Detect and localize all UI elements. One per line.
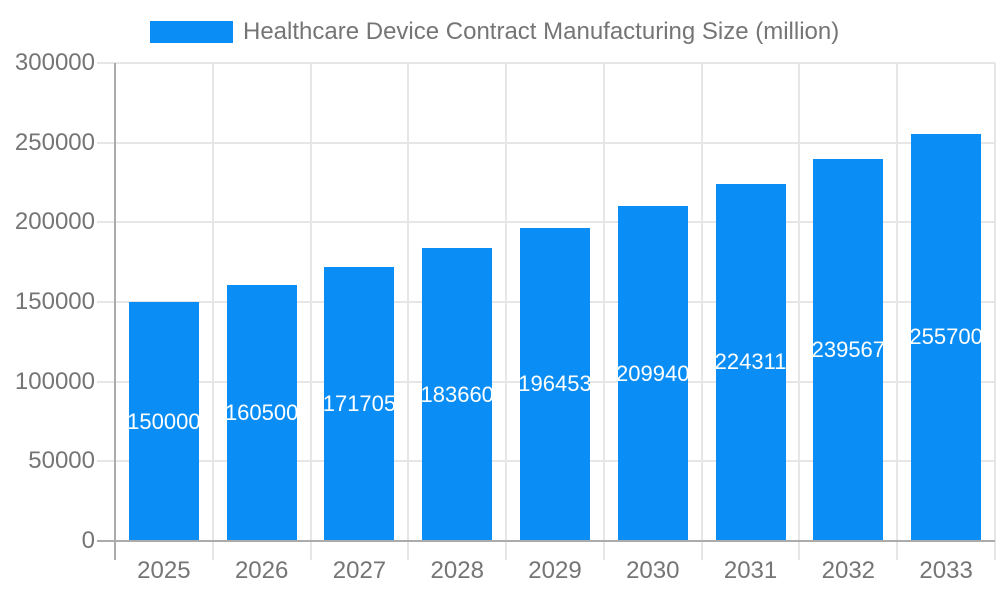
x-gridline — [994, 63, 996, 541]
y-tick-mark — [97, 380, 115, 383]
bar-value-label: 209940 — [617, 360, 688, 386]
x-gridline — [211, 63, 214, 541]
x-tick-mark — [700, 541, 703, 560]
bar-value-label: 183660 — [422, 381, 493, 407]
x-gridline — [896, 63, 899, 541]
bar-value-label: 160500 — [226, 400, 297, 426]
x-gridline — [798, 63, 801, 541]
x-gridline — [602, 63, 605, 541]
bar-2030: 209940 — [617, 206, 688, 541]
x-tick-mark — [798, 541, 801, 560]
x-tick-label: 2033 — [919, 557, 973, 584]
y-axis-line — [114, 63, 116, 560]
y-tick-mark — [97, 460, 115, 463]
x-tick-label: 2027 — [332, 557, 387, 584]
y-tick-mark — [97, 141, 115, 144]
y-tick-label: 150000 — [14, 288, 95, 315]
x-tick-label: 2029 — [528, 557, 582, 584]
bar-value-label: 196453 — [520, 371, 590, 397]
y-gridline — [115, 62, 995, 64]
x-tick-label: 2032 — [821, 557, 876, 584]
bar-value-label: 224311 — [715, 349, 786, 375]
chart-legend: Healthcare Device Contract Manufacturing… — [150, 18, 840, 45]
y-tick-label: 300000 — [14, 49, 95, 76]
y-tick-label: 0 — [81, 527, 95, 554]
x-tick-mark — [602, 541, 605, 560]
bar-2027: 171705 — [324, 267, 395, 541]
x-tick-mark — [211, 541, 214, 560]
y-tick-label: 100000 — [14, 367, 95, 395]
legend-label: Healthcare Device Contract Manufacturing… — [243, 18, 840, 45]
bar-value-label: 150000 — [128, 408, 199, 434]
bar-2031: 224311 — [715, 183, 786, 541]
y-gridline — [115, 221, 995, 224]
x-tick-mark — [309, 541, 312, 560]
bar-2029: 196453 — [520, 227, 590, 541]
x-tick-label: 2028 — [430, 557, 484, 584]
y-tick-label: 200000 — [14, 208, 95, 236]
x-gridline — [700, 63, 703, 541]
y-tick-label: 250000 — [14, 128, 95, 156]
bar-2026: 160500 — [226, 285, 297, 541]
x-tick-mark — [407, 541, 410, 560]
bar-value-label: 255700 — [911, 324, 982, 350]
bar-value-label: 171705 — [324, 391, 395, 417]
bar-value-label: 239567 — [813, 337, 884, 363]
x-axis-line — [97, 540, 995, 542]
x-tick-mark — [994, 541, 996, 560]
x-tick-label: 2031 — [723, 557, 778, 584]
bar-2025: 150000 — [128, 302, 199, 541]
y-tick-mark — [97, 301, 115, 303]
bar-2033: 255700 — [911, 133, 982, 541]
y-gridline — [115, 141, 995, 144]
y-tick-label: 50000 — [28, 447, 95, 475]
y-tick-mark — [97, 62, 115, 64]
legend-swatch — [150, 21, 233, 43]
x-gridline — [309, 63, 312, 541]
x-gridline — [407, 63, 410, 541]
bar-2028: 183660 — [422, 248, 493, 541]
x-tick-mark — [896, 541, 899, 560]
x-tick-label: 2030 — [626, 557, 680, 584]
bar-2032: 239567 — [813, 159, 884, 541]
x-gridline — [505, 63, 508, 541]
x-tick-label: 2026 — [234, 557, 289, 584]
x-tick-mark — [505, 541, 508, 560]
x-tick-label: 2025 — [137, 557, 191, 584]
y-tick-mark — [97, 221, 115, 224]
